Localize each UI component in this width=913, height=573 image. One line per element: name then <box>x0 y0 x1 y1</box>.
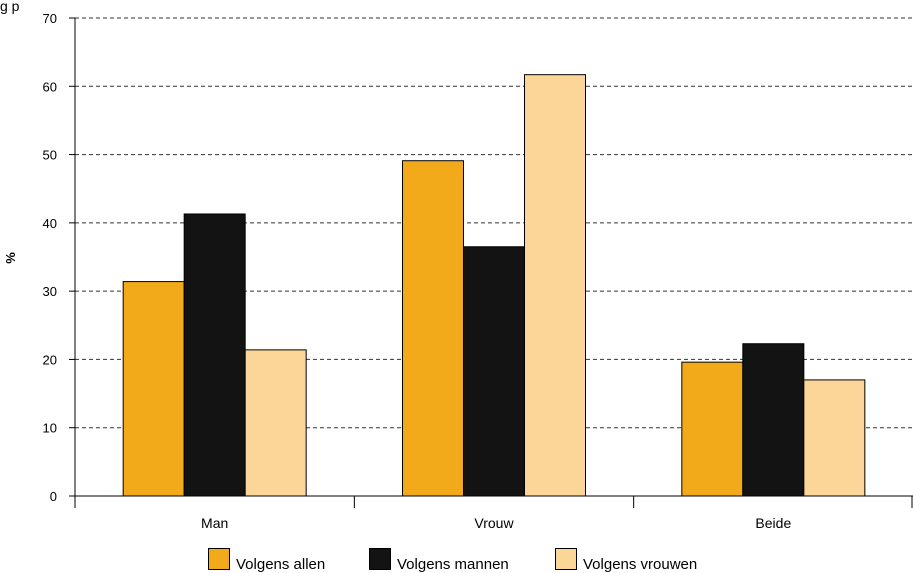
y-tick-label: 70 <box>43 11 57 26</box>
x-category-label: Beide <box>755 515 791 531</box>
legend-item-volgens-vrouwen: Volgens vrouwen <box>555 548 697 572</box>
legend-label-volgens-mannen: Volgens mannen <box>397 556 509 573</box>
y-tick-label: 60 <box>43 79 57 94</box>
bar-man-volgens-mannen <box>183 213 246 497</box>
bar-chart: g p % 0 10 20 30 40 50 60 70 Man Vrouw Beide <box>0 0 913 531</box>
legend-label-volgens-allen: Volgens allen <box>236 556 326 573</box>
bar-vrouw-volgens-vrouwen <box>524 74 586 497</box>
legend-swatch-volgens-mannen <box>369 548 391 570</box>
axes <box>69 17 913 508</box>
y-axis-label: % <box>3 252 18 264</box>
bar-beide-volgens-mannen <box>742 343 805 497</box>
bar-vrouw-volgens-mannen <box>463 246 525 497</box>
bar-beide-volgens-allen <box>681 361 744 497</box>
y-tick-label: 10 <box>43 421 57 436</box>
bar-beide-volgens-vrouwen <box>803 379 866 497</box>
bar-man-volgens-vrouwen <box>244 349 307 497</box>
x-category-label: Man <box>201 515 228 531</box>
y-tick-label: 50 <box>43 148 57 163</box>
y-tick-label: 20 <box>43 352 57 367</box>
legend-item-volgens-mannen: Volgens mannen <box>369 548 509 572</box>
legend: Volgens allen Volgens mannen Volgens vro… <box>0 548 913 573</box>
legend-swatch-volgens-allen <box>208 548 230 570</box>
y-tick-label: 40 <box>43 216 57 231</box>
bars-group <box>122 74 866 497</box>
bar-vrouw-volgens-allen <box>402 160 464 497</box>
y-tick-label: 0 <box>50 489 57 504</box>
x-category-label: Vrouw <box>474 515 514 531</box>
bar-man-volgens-allen <box>122 281 185 497</box>
legend-label-volgens-vrouwen: Volgens vrouwen <box>583 556 698 573</box>
legend-item-volgens-allen: Volgens allen <box>208 548 325 572</box>
chart-title-fragment: g p <box>0 0 20 14</box>
y-tick-label: 30 <box>43 284 57 299</box>
x-category-labels: Man Vrouw Beide <box>201 515 791 531</box>
legend-swatch-volgens-vrouwen <box>555 548 577 570</box>
y-tick-labels: 0 10 20 30 40 50 60 70 <box>43 11 57 504</box>
